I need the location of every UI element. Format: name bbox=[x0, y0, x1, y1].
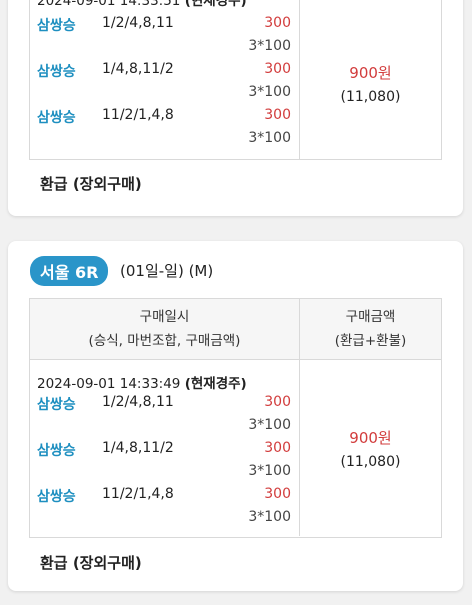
bet-type: 삼쌍승 bbox=[37, 397, 76, 413]
bet-type: 삼쌍승 bbox=[37, 110, 76, 126]
bet-row: 삼쌍승 1/2/4,8,11 300 3*100 bbox=[37, 15, 291, 61]
bet-multiplier: 3*100 bbox=[248, 84, 291, 100]
table-header: 구매일시 (승식, 마번조합, 구매금액) 구매금액 (환급+환불) bbox=[30, 299, 441, 360]
bet-amount: 300 bbox=[264, 440, 291, 456]
total-amount: 900원 bbox=[349, 63, 392, 82]
bet-total-1: 900원 (11,080) bbox=[300, 0, 441, 159]
bet-type: 삼쌍승 bbox=[37, 64, 76, 80]
refund-amount: (11,080) bbox=[340, 453, 401, 470]
header-purchase-amount: 구매금액 (환급+환불) bbox=[334, 309, 407, 349]
bet-multiplier: 3*100 bbox=[248, 417, 291, 433]
bet-combo: 1/4,8,11/2 bbox=[102, 61, 174, 77]
bet-combo: 1/2/4,8,11 bbox=[102, 394, 174, 410]
bet-card-1: 2024-09-01 14:33:51 (현재경주) 삼쌍승 1/2/4,8,1… bbox=[8, 0, 463, 216]
race-badge: 서울 6R bbox=[30, 256, 109, 286]
bet-multiplier: 3*100 bbox=[248, 130, 291, 146]
refund-label: 환급 (장외구매) bbox=[40, 554, 142, 572]
bet-total-2: 900원 (11,080) bbox=[300, 360, 441, 536]
bet-row: 삼쌍승 11/2/1,4,8 300 3*100 bbox=[37, 486, 291, 532]
total-amount: 900원 bbox=[349, 428, 392, 447]
bet-combo: 11/2/1,4,8 bbox=[102, 107, 174, 123]
bet-combo: 1/4,8,11/2 bbox=[102, 440, 174, 456]
bet-combo: 1/2/4,8,11 bbox=[102, 15, 174, 31]
bet-type: 삼쌍승 bbox=[37, 18, 76, 34]
bet-amount: 300 bbox=[264, 107, 291, 123]
purchase-timestamp: 2024-09-01 14:33:49 (현재경주) bbox=[37, 376, 247, 392]
refund-amount: (11,080) bbox=[340, 88, 401, 105]
bet-row: 삼쌍승 1/4,8,11/2 300 3*100 bbox=[37, 61, 291, 107]
bet-multiplier: 3*100 bbox=[248, 509, 291, 525]
bet-amount: 300 bbox=[264, 394, 291, 410]
bet-amount: 300 bbox=[264, 61, 291, 77]
bet-table-1: 2024-09-01 14:33:51 (현재경주) 삼쌍승 1/2/4,8,1… bbox=[29, 0, 442, 160]
bet-table-2: 구매일시 (승식, 마번조합, 구매금액) 구매금액 (환급+환불) 2024-… bbox=[29, 298, 442, 538]
bet-multiplier: 3*100 bbox=[248, 463, 291, 479]
purchase-timestamp: 2024-09-01 14:33:51 (현재경주) bbox=[37, 0, 247, 9]
bet-row: 삼쌍승 1/4,8,11/2 300 3*100 bbox=[37, 440, 291, 486]
bet-amount: 300 bbox=[264, 15, 291, 31]
refund-label: 환급 (장외구매) bbox=[40, 175, 142, 193]
bet-amount: 300 bbox=[264, 486, 291, 502]
bet-type: 삼쌍승 bbox=[37, 489, 76, 505]
race-date: (01일-일) (M) bbox=[120, 262, 214, 280]
bet-multiplier: 3*100 bbox=[248, 38, 291, 54]
bet-row: 삼쌍승 1/2/4,8,11 300 3*100 bbox=[37, 394, 291, 440]
bet-type: 삼쌍승 bbox=[37, 443, 76, 459]
bet-combo: 11/2/1,4,8 bbox=[102, 486, 174, 502]
bet-details-1: 2024-09-01 14:33:51 (현재경주) 삼쌍승 1/2/4,8,1… bbox=[30, 0, 300, 159]
bet-card-2: 서울 6R (01일-일) (M) 구매일시 (승식, 마번조합, 구매금액) … bbox=[8, 241, 463, 591]
bet-details-2: 2024-09-01 14:33:49 (현재경주) 삼쌍승 1/2/4,8,1… bbox=[30, 360, 300, 536]
header-purchase-info: 구매일시 (승식, 마번조합, 구매금액) bbox=[30, 299, 300, 359]
bet-row: 삼쌍승 11/2/1,4,8 300 3*100 bbox=[37, 107, 291, 153]
